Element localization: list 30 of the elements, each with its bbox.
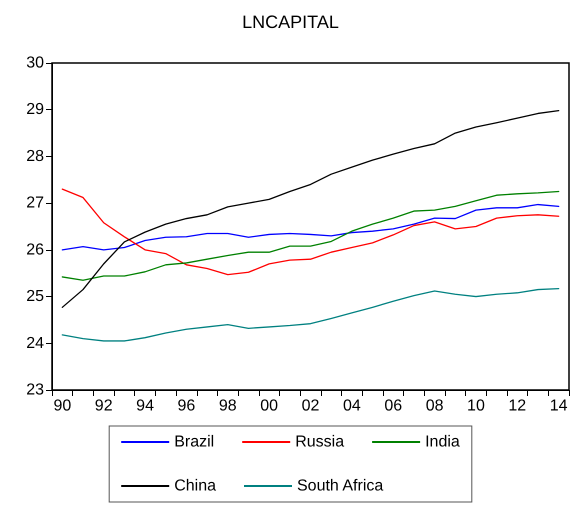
x-tick-label: 10	[467, 398, 485, 414]
line-series	[62, 204, 560, 251]
x-tick-label: 04	[342, 398, 361, 414]
legend-label: Russia	[295, 434, 344, 450]
line-series	[62, 110, 560, 308]
x-tick-label: 02	[302, 398, 320, 414]
y-tick-label: 23	[26, 382, 44, 398]
legend-label: China	[174, 478, 216, 494]
line-series	[62, 288, 560, 342]
y-tick-label: 25	[26, 288, 44, 306]
legend-label: Brazil	[174, 434, 214, 450]
x-tick-label: 00	[260, 398, 278, 414]
legend-label: India	[425, 434, 460, 450]
x-tick-label: 14	[550, 398, 568, 414]
x-tick-label: 90	[53, 398, 72, 414]
y-tick-label: 24	[26, 334, 44, 352]
y-tick-label: 29	[26, 101, 44, 118]
chart-title: LNCAPITAL	[242, 12, 339, 32]
y-tick-label: 30	[26, 54, 44, 72]
x-tick-label: 98	[218, 398, 237, 414]
x-tick-label: 92	[94, 398, 113, 414]
legend-label: South Africa	[297, 478, 384, 494]
y-tick-label: 27	[26, 194, 44, 212]
y-tick-label: 26	[26, 241, 44, 258]
x-tick-label: 12	[508, 398, 526, 414]
x-tick-label: 08	[426, 398, 444, 414]
x-tick-label: 94	[136, 398, 154, 414]
x-tick-label: 06	[384, 398, 402, 414]
x-tick-label: 96	[178, 398, 196, 414]
y-tick-label: 28	[26, 148, 44, 165]
